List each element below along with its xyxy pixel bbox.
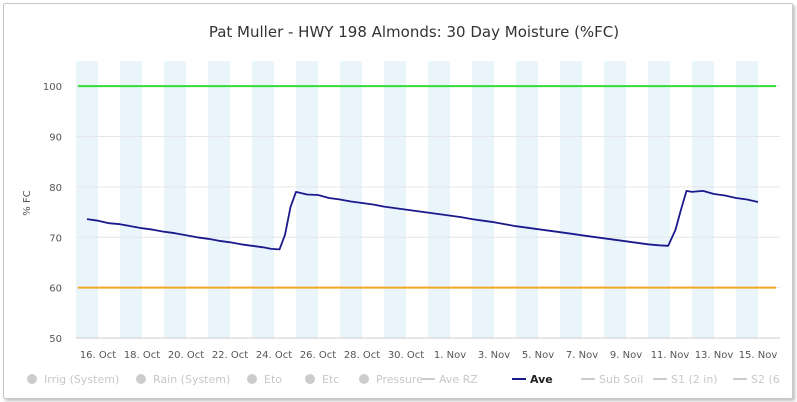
y-axis-label: % FC xyxy=(22,190,33,215)
legend-label: Rain (System) xyxy=(153,373,230,386)
x-tick-label: 15. Nov xyxy=(739,350,778,361)
x-tick-label: 11. Nov xyxy=(651,350,690,361)
x-tick-label: 3. Nov xyxy=(478,350,510,361)
moisture-chart: Pat Muller - HWY 198 Almonds: 30 Day Moi… xyxy=(22,23,780,386)
x-tick-label: 18. Oct xyxy=(124,350,160,361)
legend-item: Rain (System) xyxy=(136,373,230,386)
x-tick-labels: 16. Oct 18. Oct 20. Oct 22. Oct 24. Oct 26. O… xyxy=(80,350,778,361)
legend-circle-icon xyxy=(359,374,369,384)
legend-item: Sub Soil xyxy=(581,373,643,386)
legend-circle-icon xyxy=(247,374,257,384)
legend-item: Etc xyxy=(305,373,339,386)
day-band xyxy=(120,61,142,338)
legend-label: Ave RZ xyxy=(439,373,478,386)
day-band xyxy=(692,61,714,338)
x-tick-label: 9. Nov xyxy=(610,350,642,361)
legend-label: Irrig (System) xyxy=(44,373,119,386)
x-tick-label: 1. Nov xyxy=(434,350,466,361)
legend-circle-icon xyxy=(136,374,146,384)
x-tick-label: 30. Oct xyxy=(388,350,424,361)
day-bands xyxy=(76,61,758,338)
x-tick-label: 26. Oct xyxy=(300,350,336,361)
y-tick-label: 60 xyxy=(49,284,62,295)
x-tick-label: 7. Nov xyxy=(566,350,598,361)
legend: Irrig (System) Rain (System) Eto Etc Pressur… xyxy=(27,373,780,386)
y-tick-label: 90 xyxy=(49,133,62,144)
legend-item: Ave xyxy=(512,373,553,386)
day-band xyxy=(604,61,626,338)
chart-container: Pat Muller - HWY 198 Almonds: 30 Day Moi… xyxy=(3,3,793,399)
day-band xyxy=(428,61,450,338)
series-line-ave xyxy=(86,190,759,251)
legend-circle-icon xyxy=(305,374,315,384)
y-tick-labels: 50 60 70 80 90 100 xyxy=(43,82,62,345)
x-tick-label: 13. Nov xyxy=(695,350,734,361)
x-tick-label: 28. Oct xyxy=(344,350,380,361)
x-tick-label: 16. Oct xyxy=(80,350,116,361)
legend-item: Irrig (System) xyxy=(27,373,119,386)
day-band xyxy=(560,61,582,338)
y-tick-label: 100 xyxy=(43,82,62,93)
day-band xyxy=(296,61,318,338)
reference-lines xyxy=(78,85,776,289)
day-band xyxy=(648,61,670,338)
y-tick-label: 50 xyxy=(49,334,62,345)
day-band xyxy=(384,61,406,338)
legend-label: S2 (6 xyxy=(751,373,780,386)
day-band xyxy=(76,61,98,338)
day-band xyxy=(340,61,362,338)
legend-item: Pressure xyxy=(359,373,423,386)
legend-item: Ave RZ xyxy=(421,373,478,386)
chart-title: Pat Muller - HWY 198 Almonds: 30 Day Moi… xyxy=(209,23,619,41)
day-band xyxy=(516,61,538,338)
legend-label: Sub Soil xyxy=(599,373,643,386)
legend-label: S1 (2 in) xyxy=(671,373,718,386)
legend-label: Etc xyxy=(322,373,339,386)
legend-label: Eto xyxy=(264,373,282,386)
day-band xyxy=(252,61,274,338)
x-tick-label: 5. Nov xyxy=(522,350,554,361)
legend-item: S2 (6 xyxy=(733,373,780,386)
day-band xyxy=(472,61,494,338)
x-tick-label: 22. Oct xyxy=(212,350,248,361)
legend-label: Ave xyxy=(530,373,553,386)
series-layer xyxy=(86,190,759,251)
x-tick-label: 20. Oct xyxy=(168,350,204,361)
legend-item: Eto xyxy=(247,373,282,386)
y-tick-label: 70 xyxy=(49,233,62,244)
x-tick-label: 24. Oct xyxy=(256,350,292,361)
y-tick-label: 80 xyxy=(49,183,62,194)
legend-label: Pressure xyxy=(376,373,423,386)
day-band xyxy=(164,61,186,338)
legend-item: S1 (2 in) xyxy=(653,373,718,386)
day-band xyxy=(208,61,230,338)
legend-circle-icon xyxy=(27,374,37,384)
